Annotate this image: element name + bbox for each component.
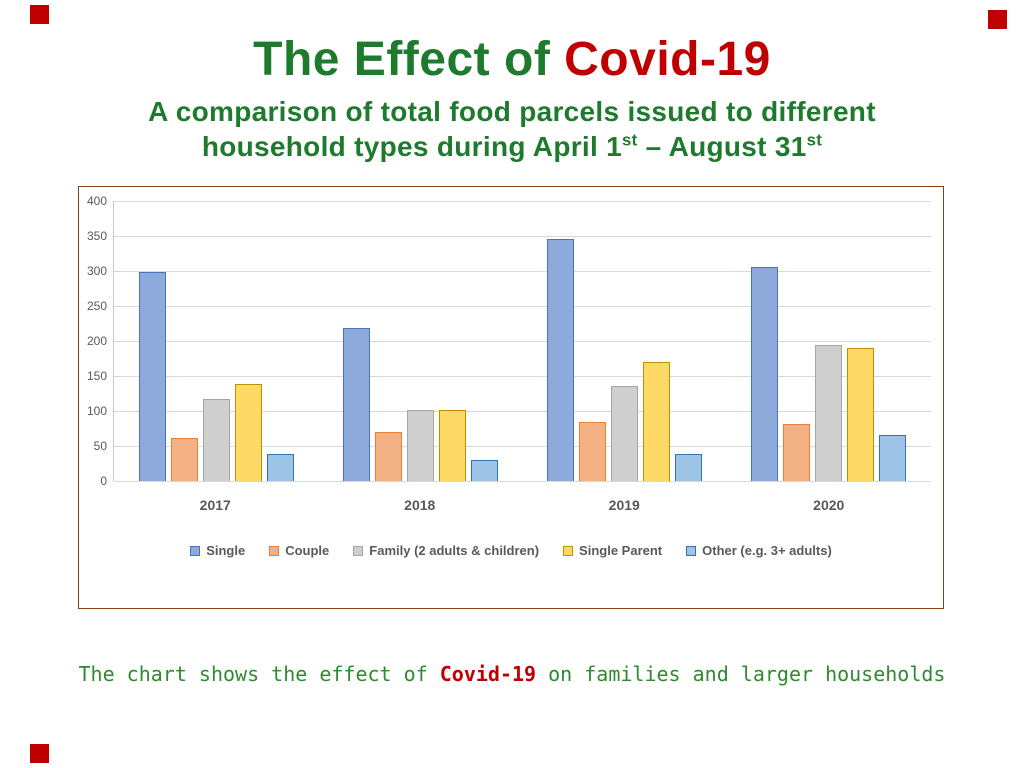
caption-post: on families and larger households [536,662,946,686]
slide-title: The Effect of Covid-19 [0,33,1024,87]
subtitle-sup-1: st [622,130,638,150]
y-axis: 0 50 100 150 200 250 300 350 400 [79,194,111,488]
corner-accent-bottom-left [30,744,49,763]
bar-couple-2017 [170,438,198,481]
x-tick-label: 2018 [404,497,436,513]
legend-swatch [563,545,574,556]
bar-family-2020 [815,345,843,481]
chart-legend: Single Couple Family (2 adults & children)… [79,543,943,558]
legend-swatch [269,545,280,556]
gridline [114,481,931,482]
title-green-part: The Effect of [253,33,551,86]
x-tick-label: 2017 [199,497,231,513]
bar-couple-2019 [579,422,607,481]
bar-other-2018 [470,460,498,481]
legend-label: Other (e.g. 3+ adults) [702,543,832,558]
caption-pre: The chart shows the effect of [78,662,440,686]
bar-single-2019 [643,362,671,481]
y-tick-label: 200 [86,334,107,348]
y-tick-label: 50 [93,439,107,453]
bar-single-2017 [138,272,166,481]
legend-label: Single [206,543,246,558]
legend-item: Single Parent [563,543,662,558]
x-tick-label: 2019 [608,497,640,513]
bar-family-2018 [406,410,434,481]
legend-label: Single Parent [579,543,663,558]
corner-accent-top-left [30,5,49,24]
bar-single-2019 [547,239,575,481]
bar-group-2018 [318,201,522,481]
bar-other-2019 [675,454,703,481]
bar-couple-2020 [783,424,811,481]
bar-family-2017 [202,399,230,481]
legend-label: Couple [285,543,330,558]
gridline [114,271,931,272]
bar-single-2020 [751,267,779,481]
gridline [114,341,931,342]
caption-covid: Covid-19 [439,662,537,686]
bar-group-2020 [727,201,931,481]
y-tick-label: 150 [86,369,107,383]
legend-item: Single [190,543,245,558]
gridline [114,201,931,202]
y-tick-label: 250 [86,299,107,313]
bar-other-2017 [266,454,294,481]
gridline [114,446,931,447]
legend-swatch [353,545,364,556]
legend-item: Family (2 adults & children) [353,543,539,558]
gridline [114,306,931,307]
bar-family-2019 [611,386,639,481]
gridline [114,411,931,412]
bar-group-2019 [523,201,727,481]
bar-other-2020 [879,435,907,481]
legend-swatch [190,545,201,556]
subtitle-line-2: household types during April 1st – Augus… [202,131,822,162]
gridline [114,236,931,237]
subtitle-sup-2: st [806,130,823,150]
bar-single-2017 [234,384,262,481]
y-tick-label: 400 [86,194,107,208]
subtitle-line-1: A comparison of total food parcels issue… [148,96,876,127]
y-tick-label: 350 [86,229,107,243]
corner-accent-top-right [988,10,1007,29]
bar-single-2020 [847,348,875,481]
x-tick-label: 2020 [813,497,845,513]
chart-frame: 0 50 100 150 200 250 300 350 400 2017 2018 2019 202… [78,186,944,609]
x-axis: 2017 2018 2019 2020 [113,497,931,513]
legend-label: Family (2 adults & children) [369,543,540,558]
caption: The chart shows the effect of Covid-19 o… [0,662,1024,686]
legend-swatch [686,545,697,556]
legend-item: Other (e.g. 3+ adults) [686,543,832,558]
subtitle-line2-b: – August 31 [637,131,807,162]
y-tick-label: 100 [86,404,107,418]
bar-single-2018 [342,328,370,481]
plot-area [113,201,931,482]
legend-item: Couple [269,543,329,558]
bar-couple-2018 [374,432,402,481]
bar-groups [114,201,931,481]
subtitle-line2-a: household types during April 1 [201,131,623,162]
slide-subtitle: A comparison of total food parcels issue… [0,94,1024,164]
y-tick-label: 0 [100,474,107,488]
gridline [114,376,931,377]
bar-single-2018 [438,410,466,481]
bar-group-2017 [114,201,318,481]
title-red-part: Covid-19 [564,33,771,86]
y-tick-label: 300 [86,264,107,278]
